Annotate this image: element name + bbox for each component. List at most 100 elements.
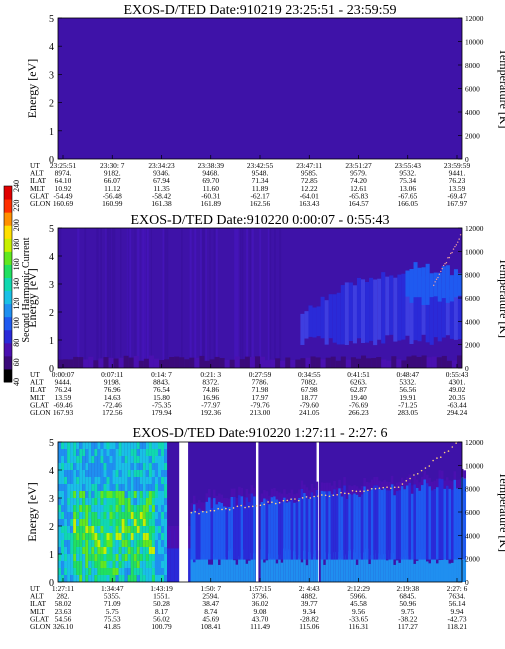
spectrogram-cell: [106, 526, 110, 533]
spectrogram-cell: [248, 493, 251, 503]
spectrogram-cell: [344, 282, 349, 345]
spectrogram-cell: [108, 228, 110, 368]
spectrogram-cell: [418, 490, 421, 560]
spectrogram-cell: [157, 449, 162, 456]
spectrogram-cell: [157, 519, 162, 526]
spectrogram-cell: [330, 485, 334, 494]
spectrogram-cell: [70, 470, 74, 477]
spectrogram-cell: [61, 540, 65, 547]
spectrogram-cell: [145, 561, 149, 568]
spectrogram-cell: [179, 442, 189, 582]
spectrogram-cell: [94, 519, 98, 526]
temperature-point: [432, 459, 434, 462]
spectrogram-cell: [251, 228, 253, 368]
spectrogram-cell: [115, 491, 119, 498]
spectrogram-cell: [144, 228, 146, 368]
spectrogram-cell: [457, 273, 462, 296]
spectrogram-cell: [106, 491, 110, 498]
spectrogram-cell: [133, 554, 137, 561]
spectrogram-cell: [100, 505, 104, 512]
spectrogram-cell: [363, 486, 366, 560]
spectrogram-cell: [73, 526, 77, 533]
spectrogram-cell: [142, 540, 146, 547]
spectrogram-cell: [127, 575, 131, 582]
ephemeris-value: -76.69: [349, 400, 368, 409]
temperature-point: [317, 495, 319, 497]
spectrogram-cell: [188, 228, 190, 368]
spectrogram-cell: [109, 526, 113, 533]
spectrogram-cell: [64, 533, 68, 540]
spectrogram-cell: [370, 479, 374, 488]
spectrogram-cell: [209, 359, 215, 368]
spectrogram-cell: [141, 228, 143, 368]
spectrogram-cell: [413, 274, 418, 341]
ephemeris-value: 167.93: [53, 408, 74, 417]
spectrogram-cell: [79, 568, 83, 575]
spectrogram-cell: [312, 307, 317, 338]
spectrogram-cell: [82, 575, 86, 582]
temperature-point: [351, 489, 354, 492]
spectrogram-cell: [425, 474, 429, 484]
spectrogram-cell: [73, 554, 77, 561]
spectrogram-cell: [253, 488, 256, 497]
spectrogram-cell: [91, 463, 95, 470]
ephemeris-value: 192.36: [201, 408, 222, 417]
y-tick-label: 4: [49, 466, 54, 477]
spectrogram-cell: [425, 561, 429, 582]
spectrogram-cell: [115, 456, 119, 463]
spectrogram-cell: [377, 278, 382, 340]
spectrogram-cell: [130, 484, 134, 491]
spectrogram-cell: [88, 533, 92, 540]
spectrogram-cell: [85, 456, 89, 463]
spectrogram-cell: [136, 477, 140, 484]
spectrogram-cell: [184, 359, 190, 368]
spectrogram-cell: [82, 456, 86, 463]
ephemeris-row-label: ILAT: [30, 176, 46, 185]
spectrogram-cell: [130, 498, 134, 505]
ephemeris-value: -28.82: [300, 614, 319, 623]
spectrogram-cell: [245, 563, 249, 582]
colorbar-tick-label: 140: [12, 278, 21, 290]
ephemeris-value: 8372.: [202, 378, 219, 387]
spectrogram-cell: [157, 484, 162, 491]
spectrogram-cell: [164, 442, 168, 449]
spectrogram-cell: [58, 568, 62, 575]
spectrogram-cell: [124, 470, 128, 477]
spectrogram-cell: [145, 498, 149, 505]
spectrogram-cell: [73, 575, 77, 582]
spectrogram-cell: [133, 512, 137, 519]
y-axis-label: Energy [eV]: [25, 268, 39, 327]
spectrogram-cell: [325, 482, 329, 492]
ephemeris-value: 5.75: [106, 607, 119, 616]
spectrogram-cell: [118, 561, 122, 568]
spectrogram-cell: [103, 491, 107, 498]
ephemeris-value: 111.49: [250, 622, 270, 631]
y-tick-label: 5: [49, 224, 54, 235]
spectrogram-cell: [88, 477, 92, 484]
spectrogram-cell: [358, 557, 361, 582]
spectrogram-cell: [154, 568, 158, 575]
spectrogram-cell: [133, 526, 137, 533]
spectrogram-cell: [91, 456, 95, 463]
colorbar-tick-label: 100: [12, 317, 21, 329]
spectrogram-cell: [213, 553, 216, 582]
ephemeris-value: 160.69: [53, 199, 74, 208]
ephemeris-value: 8.74: [204, 607, 217, 616]
spectrogram-cell: [265, 499, 269, 560]
spectrogram-cell: [423, 470, 426, 480]
spectrogram-cell: [79, 561, 83, 568]
spectrogram-cell: [164, 463, 168, 470]
spectrogram-cell: [313, 487, 316, 497]
spectrogram-cell: [385, 276, 390, 336]
spectrogram-cell: [97, 568, 101, 575]
spectrogram-cell: [103, 484, 107, 491]
spectrogram-cell: [100, 498, 104, 505]
temperature-point: [267, 501, 269, 503]
spectrogram-cell: [145, 477, 149, 484]
spectrogram-cell: [64, 470, 68, 477]
ephemeris-value: 76.24: [55, 385, 72, 394]
spectrogram-cell: [127, 498, 131, 505]
spectrogram-cell: [121, 533, 125, 540]
ephemeris-value: 2: 4:43: [299, 584, 320, 593]
spectrogram-cell: [64, 463, 68, 470]
